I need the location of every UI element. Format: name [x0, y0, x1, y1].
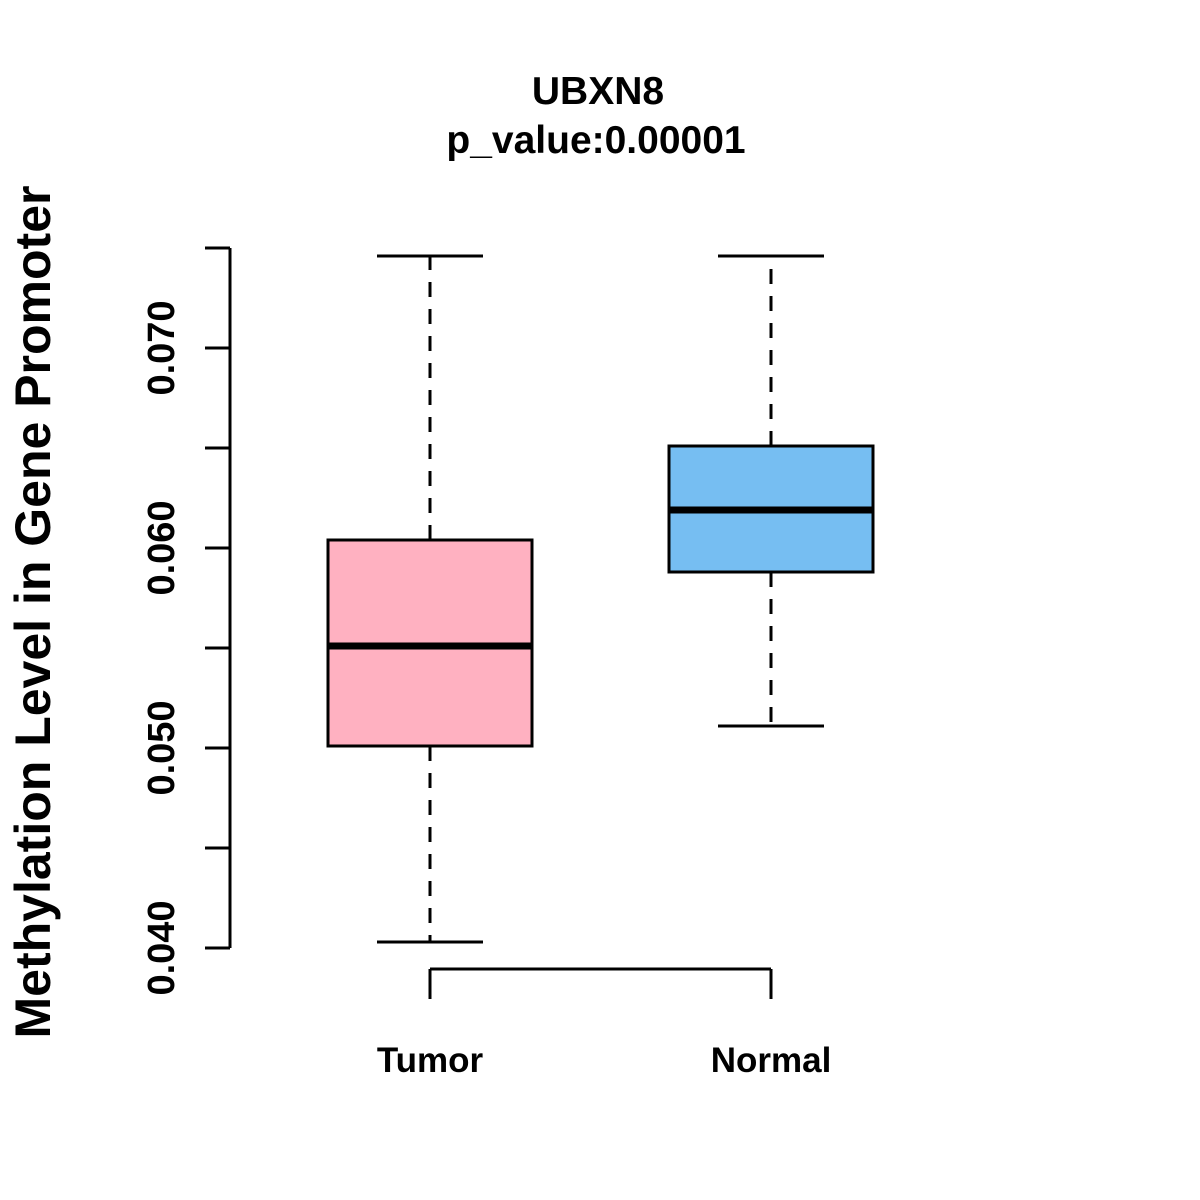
- chart-subtitle-pvalue: p_value:0.00001: [446, 119, 745, 162]
- plot-area: [326, 254, 875, 944]
- y-axis: 0.040 0.050 0.060 0.070: [141, 246, 232, 996]
- y-axis-tick-label: 0.050: [141, 700, 183, 795]
- y-axis-tick-label: 0.070: [141, 300, 183, 395]
- x-axis: Tumor Normal: [377, 967, 832, 1080]
- category-label-tumor: Tumor: [377, 1041, 484, 1080]
- y-axis-tick-label: 0.060: [141, 500, 183, 595]
- y-axis-tick-label: 0.040: [141, 900, 183, 995]
- category-label-normal: Normal: [711, 1041, 832, 1080]
- y-axis-title: Methylation Level in Gene Promoter: [5, 186, 61, 1039]
- chart-title: UBXN8: [532, 70, 664, 113]
